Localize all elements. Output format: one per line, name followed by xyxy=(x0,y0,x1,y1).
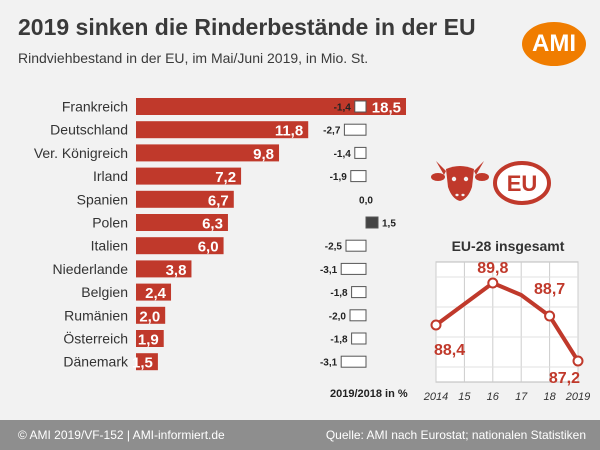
footer-copyright: © AMI 2019/VF-152 | AMI-informiert.de xyxy=(18,428,225,442)
bar xyxy=(136,190,234,208)
change-label: -1,4 xyxy=(334,149,352,160)
change-label: -1,4 xyxy=(334,103,352,114)
change-box xyxy=(343,123,367,136)
bar xyxy=(136,144,280,162)
bar-value-label: 2,0 xyxy=(139,308,160,325)
ami-logo: AMI xyxy=(522,22,586,66)
change-label: -2,7 xyxy=(323,126,341,137)
data-label: 88,4 xyxy=(434,342,465,359)
change-box xyxy=(349,309,367,322)
bar xyxy=(136,330,164,347)
chart-title: 2019 sinken die Rinderbestände in der EU xyxy=(18,14,476,40)
bar-value-label: 7,2 xyxy=(215,169,236,186)
change-label: 0,0 xyxy=(359,195,373,206)
country-label: Italien xyxy=(91,238,128,254)
bar-value-label: 1,9 xyxy=(138,332,159,349)
footer-bar: © AMI 2019/VF-152 | AMI-informiert.de Qu… xyxy=(0,420,600,450)
change-box xyxy=(340,355,367,368)
country-label: Frankreich xyxy=(62,99,128,115)
bar-value-label: 6,7 xyxy=(208,192,229,209)
change-box xyxy=(340,262,367,275)
x-tick-label: 16 xyxy=(487,391,500,403)
data-point xyxy=(572,355,584,367)
cow-head-icon xyxy=(431,161,489,201)
country-label: Österreich xyxy=(63,330,128,347)
change-label: -3,1 xyxy=(320,265,338,276)
change-box xyxy=(365,216,379,229)
change-axis-caption: 2019/2018 in % xyxy=(330,388,408,400)
country-label: Deutschland xyxy=(50,122,128,138)
chart-subtitle: Rindviehbestand in der EU, im Mai/Juni 2… xyxy=(18,50,369,66)
change-box xyxy=(354,146,367,159)
change-label: 1,5 xyxy=(382,219,396,230)
country-label: Belgien xyxy=(81,284,128,300)
bar-value-label: 2,4 xyxy=(145,285,167,302)
bar xyxy=(136,121,309,139)
bar-value-label: 11,8 xyxy=(275,123,303,140)
change-box xyxy=(345,239,367,252)
change-label: -2,5 xyxy=(325,242,343,253)
change-box xyxy=(351,332,367,345)
change-label: -2,0 xyxy=(329,311,347,322)
eu-badge-text: EU xyxy=(507,171,538,196)
x-tick-label: 2019 xyxy=(565,391,590,403)
footer-source: Quelle: AMI nach Eurostat; nationalen St… xyxy=(325,428,586,442)
bar-value-label: 18,5 xyxy=(372,100,401,117)
data-label: 87,2 xyxy=(549,370,580,387)
bar xyxy=(136,306,166,324)
country-label: Polen xyxy=(92,215,128,231)
change-box xyxy=(351,286,367,299)
data-point xyxy=(544,310,556,322)
change-label: -1,8 xyxy=(330,288,348,299)
bar-value-label: 6,0 xyxy=(198,239,219,256)
x-tick-label: 17 xyxy=(515,391,528,403)
eu-total-title: EU-28 insgesamt xyxy=(451,238,565,254)
bar-value-label: 9,8 xyxy=(253,146,274,163)
bar xyxy=(136,214,228,231)
plot-area xyxy=(435,261,579,383)
bar-value-label: 3,8 xyxy=(166,262,187,279)
eu-total-line-chart: 88,4 89,8 88,7 87,2 2014 15 16 17 18 2019 xyxy=(423,260,590,403)
bar xyxy=(136,167,242,185)
country-label: Dänemark xyxy=(63,354,129,370)
data-point xyxy=(430,319,442,331)
series-line xyxy=(434,281,580,363)
data-point xyxy=(487,277,499,289)
bar xyxy=(136,98,406,115)
bar-value-label: 6,3 xyxy=(202,216,223,233)
data-label: 88,7 xyxy=(534,281,565,298)
country-bar-chart: Frankreich 18,5 -1,4 Deutschland 11,8 -2,7 Ver… xyxy=(34,98,406,372)
x-tick-label: 2014 xyxy=(423,391,448,403)
bar-value-label: 1,5 xyxy=(132,355,153,372)
change-label: -1,8 xyxy=(330,335,348,346)
eu-badge: EU xyxy=(493,161,551,205)
bar xyxy=(136,283,172,301)
country-label: Rumänien xyxy=(64,307,128,323)
change-label: -3,1 xyxy=(320,358,338,369)
country-label: Irland xyxy=(93,168,128,184)
change-label: -1,9 xyxy=(330,172,348,183)
change-box xyxy=(350,170,367,183)
country-label: Niederlande xyxy=(53,261,129,277)
bar xyxy=(136,237,224,255)
data-label: 89,8 xyxy=(477,260,508,277)
country-label: Ver. Königreich xyxy=(34,145,128,161)
x-tick-label: 15 xyxy=(458,391,471,403)
change-box xyxy=(354,100,367,113)
country-label: Spanien xyxy=(77,191,128,207)
bar xyxy=(136,260,192,278)
x-tick-label: 18 xyxy=(543,391,556,403)
bar xyxy=(136,353,158,371)
